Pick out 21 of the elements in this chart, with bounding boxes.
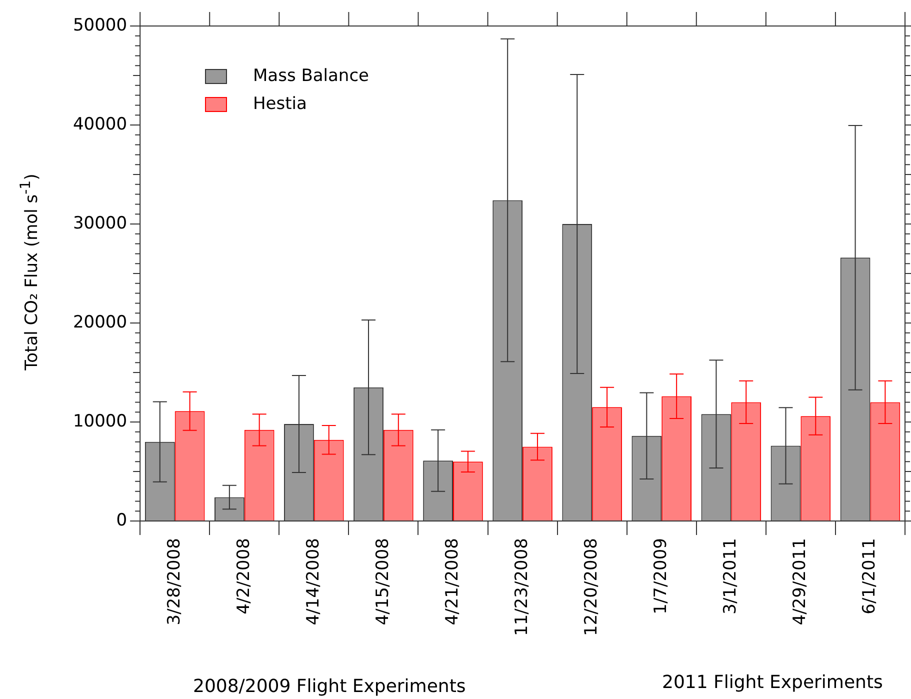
x-tick-label: 3/28/2008 [164,538,184,626]
x-tick-label: 6/1/2011 [860,538,880,614]
legend-label: Mass Balance [253,66,370,86]
x-tick-label: 11/23/2008 [512,538,532,636]
y-tick-label: 50000 [72,15,128,36]
y-tick-label: 0 [116,510,128,530]
y-tick-label: 10000 [72,411,128,432]
x-tick-label: 3/1/2011 [720,538,741,614]
x-tick-label: 4/15/2008 [372,538,393,626]
x-tick-label: 4/14/2008 [303,538,324,626]
y-tick-label: 40000 [72,114,128,134]
text: 2011 Flight Experiments [662,672,883,693]
text: 2008/2009 Flight Experiments [193,676,466,697]
x-tick-label: 4/21/2008 [442,538,462,626]
y-tick-label: 20000 [72,312,128,332]
x-tick-label: 4/29/2011 [790,538,810,626]
x-tick-label: 1/7/2009 [651,538,672,614]
x-tick-label: 12/20/2008 [582,538,602,636]
y-tick-label: 30000 [72,213,128,234]
x-tick-label: 4/2/2008 [234,538,254,614]
legend-label: Hestia [253,94,307,114]
